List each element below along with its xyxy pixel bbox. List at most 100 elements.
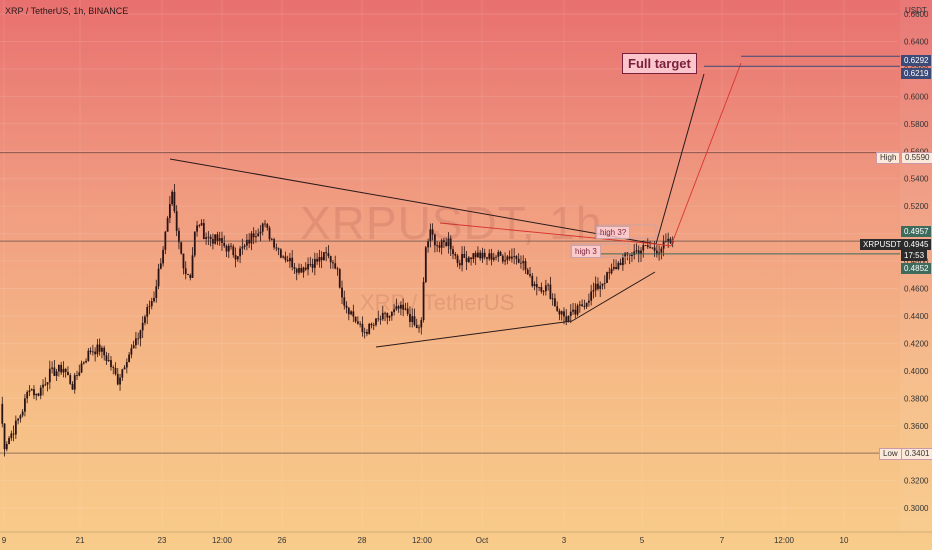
candle-body (377, 318, 380, 320)
candle-body (486, 257, 488, 259)
candle-body (243, 245, 246, 247)
candle-body (3, 423, 6, 450)
candle-body (227, 245, 230, 252)
ascending-trendline-2 (571, 271, 656, 322)
candle-body (112, 367, 115, 369)
candle-body (366, 331, 368, 334)
candle-body (146, 307, 149, 317)
candle-body (601, 283, 604, 286)
symbol-title[interactable]: XRP / TetherUS, 1h, BINANCE (5, 6, 129, 16)
candle-body (454, 254, 457, 256)
candle-body (603, 282, 606, 284)
candle-body (125, 362, 128, 368)
low-value-tag: 0.3401 (901, 448, 932, 460)
candle-body (429, 229, 432, 242)
candle-body (431, 229, 434, 235)
candle-body (467, 257, 470, 263)
candle-body (497, 251, 500, 257)
candle-body (554, 298, 556, 307)
candle-body (277, 248, 280, 250)
y-tick-label: 0.4400 (904, 312, 929, 321)
candle-body (39, 387, 42, 396)
candle-body (207, 236, 210, 238)
candle-body (488, 253, 491, 259)
candle-body (499, 251, 502, 256)
candle-body (332, 262, 334, 264)
candle-body (400, 304, 402, 309)
full-target-note[interactable]: Full target (622, 53, 697, 74)
x-tick-label: 28 (358, 536, 367, 545)
y-tick-label: 0.3800 (904, 394, 929, 403)
candle-body (481, 252, 484, 259)
x-tick-label: 3 (562, 536, 567, 545)
candle-body (406, 308, 409, 314)
candle-body (565, 316, 568, 322)
candle-body (209, 236, 212, 240)
candle-body (103, 347, 106, 356)
candle-body (615, 267, 617, 269)
y-tick-label: 0.4800 (904, 257, 929, 266)
candle-body (347, 307, 350, 315)
candle-body (461, 253, 463, 266)
candle-body (53, 367, 56, 376)
red-projection-3 (670, 62, 742, 247)
candle-body (574, 309, 577, 315)
candle-body (78, 372, 81, 376)
high3-note[interactable]: high 3 (571, 245, 601, 258)
candle-body (649, 247, 651, 248)
candle-body (302, 267, 305, 273)
candle-body (492, 257, 495, 260)
candle-body (556, 306, 559, 311)
candle-body (655, 250, 658, 255)
candle-body (610, 268, 613, 274)
time-axis[interactable]: 9 21 23 12:00 26 28 12:00 Oct 3 5 7 12:00 10 (0, 531, 932, 545)
candle-body (300, 267, 303, 273)
candle-body (85, 360, 87, 363)
candle-body (583, 305, 586, 307)
candle-body (359, 323, 362, 325)
candle-body (307, 264, 309, 270)
y-tick-label: 0.4600 (904, 285, 929, 294)
candle-body (266, 224, 269, 228)
candle-body (159, 263, 162, 269)
candle-body (168, 204, 171, 218)
candle-body (51, 367, 53, 369)
candle-body (101, 347, 103, 352)
candle-body (96, 344, 99, 355)
candle-body (157, 268, 160, 287)
candle-body (255, 236, 257, 238)
candle-body (520, 262, 522, 264)
candle-body (563, 311, 565, 317)
candle-body (291, 257, 294, 268)
candle-body (193, 231, 196, 256)
candle-body (273, 239, 275, 248)
candle-body (368, 323, 371, 334)
candle-body (665, 241, 667, 243)
candle-body (440, 240, 443, 248)
candle-body (218, 238, 221, 241)
candle-body (409, 313, 411, 322)
candle-body (628, 254, 631, 257)
candle-body (173, 191, 176, 212)
candle-body (1, 403, 4, 424)
candle-body (82, 362, 85, 364)
candle-body (363, 331, 366, 333)
candle-body (617, 262, 620, 269)
candle-body (420, 320, 423, 328)
candle-body (522, 261, 525, 264)
x-tick-label: 10 (840, 536, 849, 545)
candle-body (361, 323, 364, 333)
candle-body (470, 257, 473, 260)
candle-body (551, 298, 554, 300)
high3q-note[interactable]: high 3? (596, 226, 631, 239)
candle-body (144, 316, 146, 323)
candle-body (472, 253, 475, 260)
candle-body (67, 372, 69, 376)
candle-body (30, 389, 33, 391)
candle-body (631, 254, 633, 257)
watermark-ticker: XRPUSDT, 1h (300, 197, 603, 249)
candle-body (320, 257, 323, 261)
y-tick-label: 0.4200 (904, 339, 929, 348)
candle-body (327, 253, 330, 257)
